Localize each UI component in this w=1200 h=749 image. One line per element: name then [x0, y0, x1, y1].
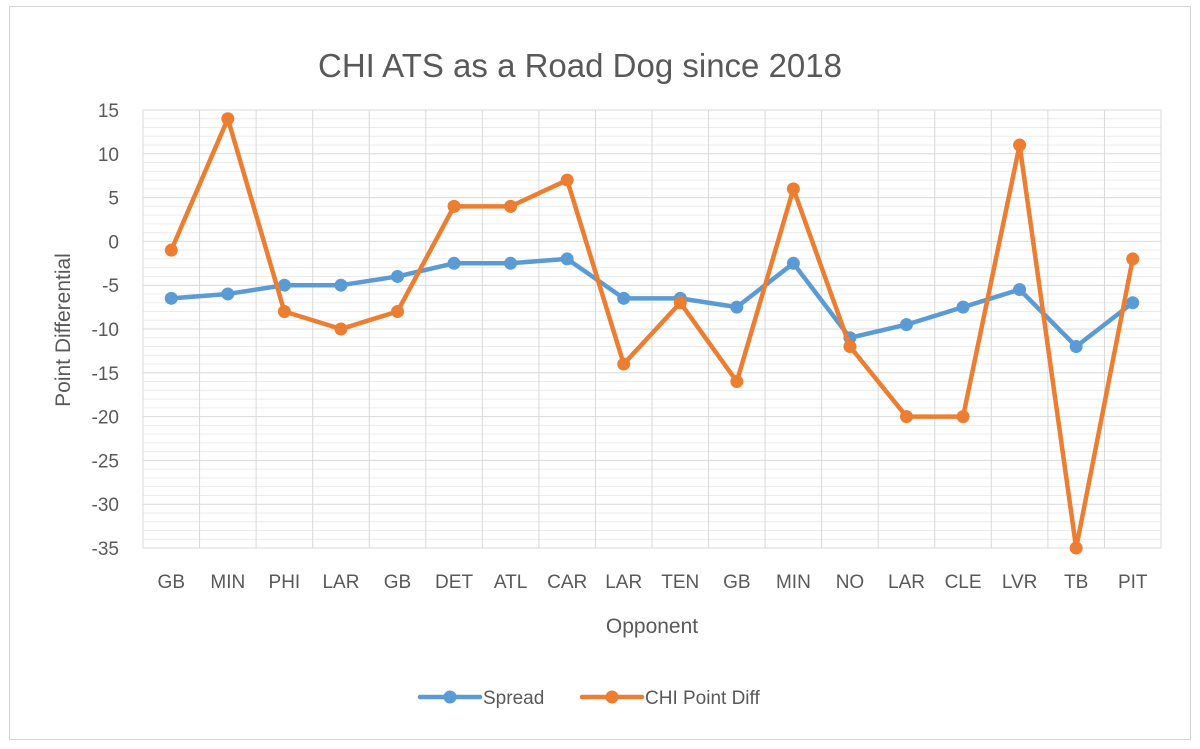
gridlines [142, 109, 1162, 549]
x-tick-label: GB [723, 572, 750, 593]
data-point [786, 256, 800, 270]
y-tick-label: -15 [92, 364, 119, 385]
data-point [334, 322, 348, 336]
x-tick-label: PHI [269, 572, 301, 593]
data-point [1126, 296, 1140, 310]
y-tick-label: -10 [92, 320, 119, 341]
data-point [221, 287, 235, 301]
data-point [843, 340, 857, 354]
chart-title: CHI ATS as a Road Dog since 2018 [318, 47, 842, 84]
legend-item: CHI Point Diff [579, 688, 760, 709]
data-point [1069, 541, 1083, 555]
x-tick-label: LAR [888, 572, 925, 593]
x-tick-label: CLE [945, 572, 982, 593]
data-point [560, 252, 574, 266]
series-1 [164, 252, 1140, 354]
series-line [169, 256, 1135, 349]
x-tick-label: MIN [776, 572, 811, 593]
data-point [730, 375, 744, 389]
data-point [447, 199, 461, 213]
data-point [730, 300, 744, 314]
x-tick-label: NO [836, 572, 865, 593]
series-line [169, 116, 1135, 551]
data-point [560, 173, 574, 187]
y-tick-label: -35 [92, 539, 119, 560]
y-tick-label: 0 [108, 232, 119, 253]
y-tick-label: -5 [102, 276, 119, 297]
x-tick-label: CAR [547, 572, 587, 593]
x-axis-title: Opponent [606, 615, 698, 638]
x-tick-label: GB [384, 572, 411, 593]
data-point [504, 199, 518, 213]
data-point [1069, 340, 1083, 354]
data-point [673, 296, 687, 310]
data-point [956, 410, 970, 424]
y-tick-label: -25 [92, 451, 119, 472]
data-point [900, 410, 913, 424]
data-point [900, 318, 913, 332]
data-point [617, 291, 631, 305]
data-point [956, 300, 970, 314]
data-point [221, 112, 235, 126]
x-tick-label: LVR [1002, 572, 1038, 593]
y-tick-label: -20 [92, 408, 119, 429]
x-tick-label: PIT [1118, 572, 1148, 593]
x-tick-label: MIN [210, 572, 245, 593]
data-point [334, 278, 348, 292]
data-point [1013, 138, 1027, 152]
x-tick-label: GB [158, 572, 185, 593]
x-tick-label: TEN [661, 572, 699, 593]
y-axis-title: Point Differential [52, 253, 75, 407]
data-point [447, 256, 461, 270]
legend-label: Spread [483, 688, 544, 709]
data-point [164, 243, 178, 257]
y-tick-label: -30 [92, 495, 119, 516]
legend-marker [443, 690, 457, 704]
data-point [786, 182, 800, 196]
data-point [1013, 283, 1027, 297]
data-point [391, 269, 404, 283]
data-point [617, 357, 631, 371]
data-point [391, 304, 404, 318]
x-tick-label: LAR [322, 572, 359, 593]
data-point [277, 278, 291, 292]
x-tick-label: LAR [605, 572, 642, 593]
legend-item: Spread [417, 688, 544, 709]
x-tick-label: TB [1064, 572, 1088, 593]
legend-marker [605, 690, 619, 704]
data-point [164, 291, 178, 305]
data-point [504, 256, 518, 270]
legend-label: CHI Point Diff [645, 688, 760, 709]
x-tick-label: DET [435, 572, 473, 593]
y-tick-labels: 15 10 5 0 -5 -10 -15 -20 -25 -30 -35 [92, 101, 119, 560]
data-point [1126, 252, 1140, 266]
y-tick-label: 15 [98, 101, 119, 122]
x-tick-label: ATL [494, 572, 527, 593]
series-2 [164, 112, 1140, 555]
legend: Spread CHI Point Diff [417, 688, 760, 709]
x-tick-labels: GB MIN PHI LAR GB DET ATL CAR LAR TEN GB MIN NO LAR CL… [158, 572, 1148, 593]
series-layer [164, 112, 1140, 555]
y-tick-label: 10 [98, 145, 119, 166]
data-point [277, 304, 291, 318]
y-tick-label: 5 [108, 189, 119, 210]
